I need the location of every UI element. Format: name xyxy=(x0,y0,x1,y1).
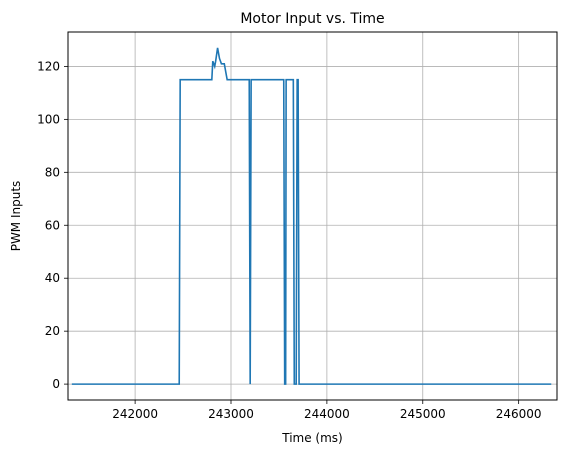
y-tick-label: 0 xyxy=(52,377,60,391)
y-tick-label: 80 xyxy=(45,165,60,179)
x-tick-label: 244000 xyxy=(304,407,350,421)
chart-title: Motor Input vs. Time xyxy=(240,11,384,27)
x-tick-label: 243000 xyxy=(208,407,254,421)
plot-frame xyxy=(67,31,558,401)
y-tick-label: 100 xyxy=(37,112,60,126)
y-tick-label: 120 xyxy=(37,59,60,73)
series-line xyxy=(71,47,552,385)
y-tick-label: 60 xyxy=(45,218,60,232)
y-axis-ticks: 0 20 40 60 80 100 120 xyxy=(37,59,68,391)
x-axis-label: Time (ms) xyxy=(281,431,343,445)
series-layer xyxy=(71,47,552,385)
y-axis-label: PWM Inputs xyxy=(9,181,23,252)
y-tick-label: 20 xyxy=(45,324,60,338)
x-tick-label: 246000 xyxy=(496,407,542,421)
x-tick-label: 245000 xyxy=(400,407,446,421)
gridlines xyxy=(68,32,557,400)
y-tick-label: 40 xyxy=(45,271,60,285)
x-axis-ticks: 242000 243000 244000 245000 246000 xyxy=(112,400,542,421)
x-tick-label: 242000 xyxy=(112,407,158,421)
